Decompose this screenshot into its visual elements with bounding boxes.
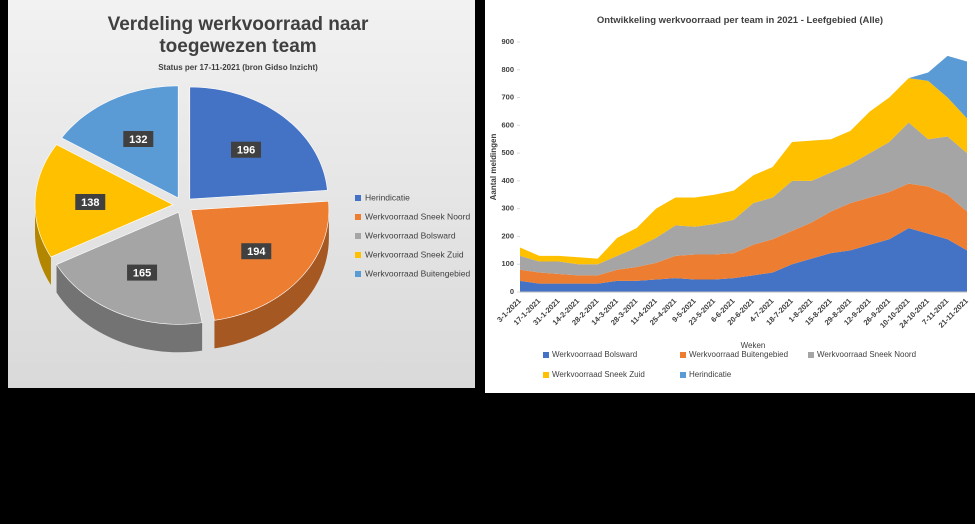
y-tick-label: 100 bbox=[501, 259, 514, 268]
y-axis-label: Aantal meldingen bbox=[489, 134, 498, 201]
legend-label: Werkvoorraad Sneek Noord bbox=[365, 211, 470, 221]
chart-title: Verdeling werkvoorraad naar toegewezen t… bbox=[107, 14, 369, 57]
label-box bbox=[241, 243, 272, 260]
area-svg: 01002003004005006007008009003-1-202117-1… bbox=[489, 37, 970, 379]
legend-label: Herindicatie bbox=[689, 370, 732, 379]
pie-svg: 196 194 165 138 132 Herindicatie Werkvoorraad … bbox=[34, 85, 470, 353]
chart-title: Ontwikkeling werkvoorraad per team in 20… bbox=[596, 15, 884, 26]
y-tick-label: 200 bbox=[501, 231, 514, 240]
legend-label: Werkvoorraad Buitengebied bbox=[689, 350, 788, 359]
legend-swatch bbox=[355, 195, 361, 201]
legend-swatch bbox=[543, 352, 549, 358]
legend-swatch bbox=[680, 352, 686, 358]
data-label: 194 bbox=[247, 246, 266, 258]
data-label: 165 bbox=[133, 267, 151, 279]
y-tick-label: 700 bbox=[501, 93, 514, 102]
data-label: 196 bbox=[237, 145, 255, 157]
label-box bbox=[123, 131, 154, 148]
area bbox=[520, 228, 967, 292]
legend-label: Werkvoorraad Buitengebied bbox=[365, 268, 470, 278]
label-box bbox=[75, 193, 106, 210]
legend-label: Werkvoorraad Bolsward bbox=[552, 350, 637, 359]
legend-swatch bbox=[355, 252, 361, 258]
y-tick-label: 300 bbox=[501, 204, 514, 213]
legend-label: Werkvoorraad Sneek Noord bbox=[817, 350, 916, 359]
y-tick-label: 500 bbox=[501, 148, 514, 157]
legend-swatch bbox=[543, 372, 549, 378]
legend-label: Herindicatie bbox=[365, 192, 410, 202]
pie-slice-side bbox=[35, 204, 51, 285]
label-box bbox=[127, 264, 158, 281]
legend-swatch bbox=[680, 372, 686, 378]
legend-label: Werkvoorraad Bolsward bbox=[365, 230, 456, 240]
area bbox=[520, 78, 967, 265]
area bbox=[520, 55, 967, 259]
y-tick-label: 800 bbox=[501, 65, 514, 74]
chart-subtitle: Status per 17-11-2021 (bron Gidso Inzich… bbox=[158, 63, 318, 72]
x-axis-label: Weken bbox=[741, 341, 766, 350]
legend-swatch bbox=[355, 214, 361, 220]
pie-slice bbox=[190, 200, 330, 321]
pie-slice bbox=[61, 85, 179, 199]
data-label: 132 bbox=[129, 134, 147, 146]
legend-label: Werkvoorraad Sneek Zuid bbox=[552, 370, 645, 379]
y-tick-label: 900 bbox=[501, 37, 514, 46]
area bbox=[520, 122, 967, 276]
legend-swatch bbox=[808, 352, 814, 358]
legend-swatch bbox=[355, 233, 361, 239]
legend-swatch bbox=[355, 271, 361, 277]
pie-slice-side bbox=[56, 264, 203, 353]
pie-chart-panel: Verdeling werkvoorraad naar toegewezen t… bbox=[8, 0, 475, 388]
legend-label: Werkvoorraad Sneek Zuid bbox=[365, 249, 464, 259]
y-tick-label: 0 bbox=[510, 287, 514, 296]
area-chart-panel: Ontwikkeling werkvoorraad per team in 20… bbox=[485, 0, 975, 393]
label-box bbox=[231, 141, 262, 158]
area bbox=[520, 183, 967, 284]
y-tick-label: 600 bbox=[501, 120, 514, 129]
data-label: 138 bbox=[81, 197, 99, 209]
y-tick-label: 400 bbox=[501, 176, 514, 185]
